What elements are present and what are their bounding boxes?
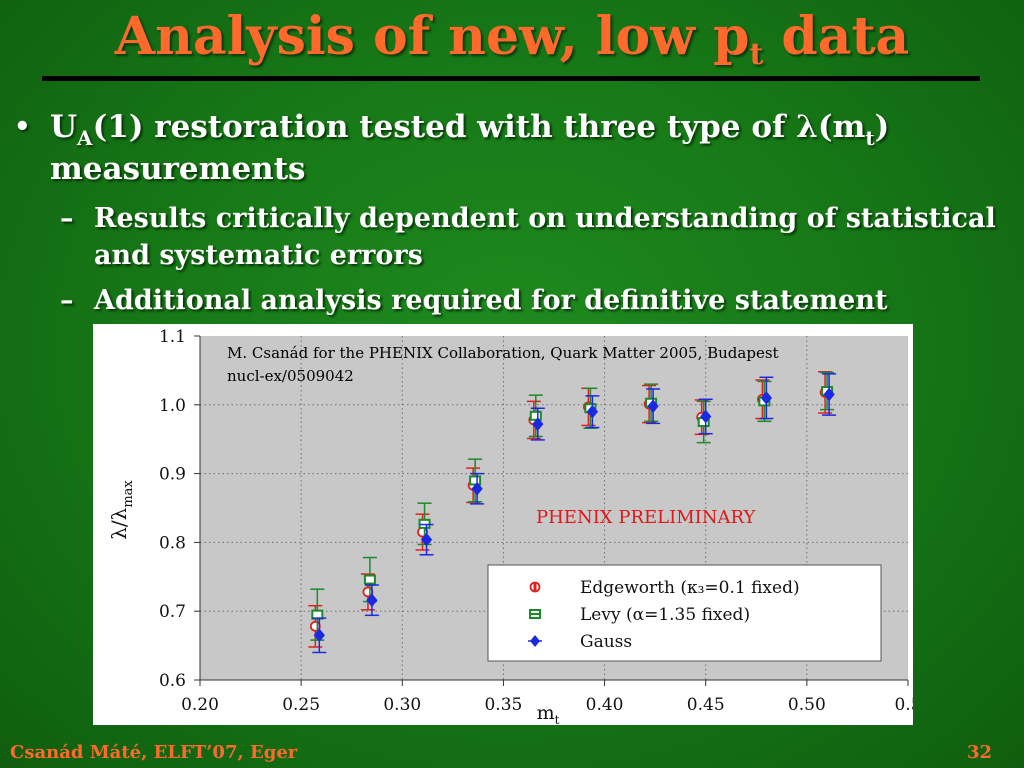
data-point: [309, 620, 321, 632]
bullet1-subscript-a: A: [77, 126, 93, 150]
footer-author: Csanád Máté, ELFT’07, Eger: [10, 742, 298, 763]
legend-label: Levy (α=1.35 fixed): [580, 605, 750, 625]
x-tick-label: 0.45: [687, 695, 725, 715]
y-axis-title: λ/λmax: [107, 480, 136, 540]
data-point: [529, 410, 542, 421]
bullet2-line1: Results critically dependent on understa…: [94, 203, 996, 234]
data-point: [532, 417, 544, 431]
y-tick-label: 0.6: [159, 671, 186, 691]
x-tick-label: 0.20: [181, 695, 219, 715]
x-tick-label: 0.30: [383, 695, 421, 715]
citation-arxiv: nucl-ex/0509042: [227, 367, 354, 385]
bullet-dot-icon: •: [14, 112, 31, 142]
x-tick-label: 0.50: [788, 695, 826, 715]
data-point: [313, 628, 325, 643]
y-tick-label: 0.7: [159, 602, 186, 622]
data-point: [586, 404, 599, 419]
data-point: [420, 532, 433, 547]
data-point: [363, 574, 376, 585]
legend-label: Edgeworth (κ₃=0.1 fixed): [580, 578, 800, 598]
lambda-vs-mt-chart: 0.6 0.7 0.8 0.9 1.0 1.1 0.20 0.25 0.30 0.35 0.40 0.…: [107, 327, 922, 727]
x-tick-label: 0.35: [484, 695, 522, 715]
dash-icon: –: [60, 285, 74, 316]
data-point: [366, 593, 378, 607]
dash-icon: –: [60, 203, 74, 234]
bullet2-line2: and systematic errors: [94, 240, 423, 271]
data-point: [700, 409, 712, 424]
x-axis-title: mt: [537, 702, 560, 725]
y-tick-label: 0.9: [159, 465, 186, 485]
data-point: [469, 475, 482, 486]
y-tick-label: 1.0: [159, 396, 186, 416]
x-tick-label: 0.40: [586, 695, 624, 715]
title-subscript: t: [749, 37, 764, 72]
slide-title: Analysis of new, low pt data: [0, 6, 1024, 72]
title-tail: data: [763, 6, 910, 67]
bullet1-text-c: ): [874, 109, 890, 145]
data-point: [760, 391, 773, 405]
legend-label: Gauss: [580, 632, 632, 652]
bullet3-text: Additional analysis required for definit…: [94, 285, 888, 316]
y-tick-label: 1.1: [159, 327, 186, 347]
chart-panel: 0.6 0.7 0.8 0.9 1.0 1.1 0.20 0.25 0.30 0.35 0.40 0.…: [93, 324, 922, 727]
data-point: [647, 399, 659, 413]
x-tick-label: 0.25: [282, 695, 320, 715]
y-tick-label: 0.8: [159, 533, 186, 553]
title-text: Analysis of new, low p: [114, 6, 750, 67]
data-point: [823, 387, 835, 402]
bullet1-text-b: (1) restoration tested with three type o…: [92, 109, 866, 145]
citation-text: M. Csanád for the PHENIX Collaboration, …: [227, 344, 779, 362]
bullet1-subscript-t: t: [865, 126, 875, 150]
phenix-preliminary-label: PHENIX PRELIMINARY: [536, 507, 757, 528]
title-underline: [42, 76, 980, 81]
slide-number: 32: [966, 742, 992, 763]
series-diamond: [312, 373, 837, 654]
x-tick-label: 0.5: [894, 695, 913, 715]
data-point: [471, 481, 483, 496]
legend-box: [487, 564, 882, 662]
bullet1-text-a: U: [50, 109, 78, 145]
bullet1-line2: measurements: [50, 151, 306, 187]
